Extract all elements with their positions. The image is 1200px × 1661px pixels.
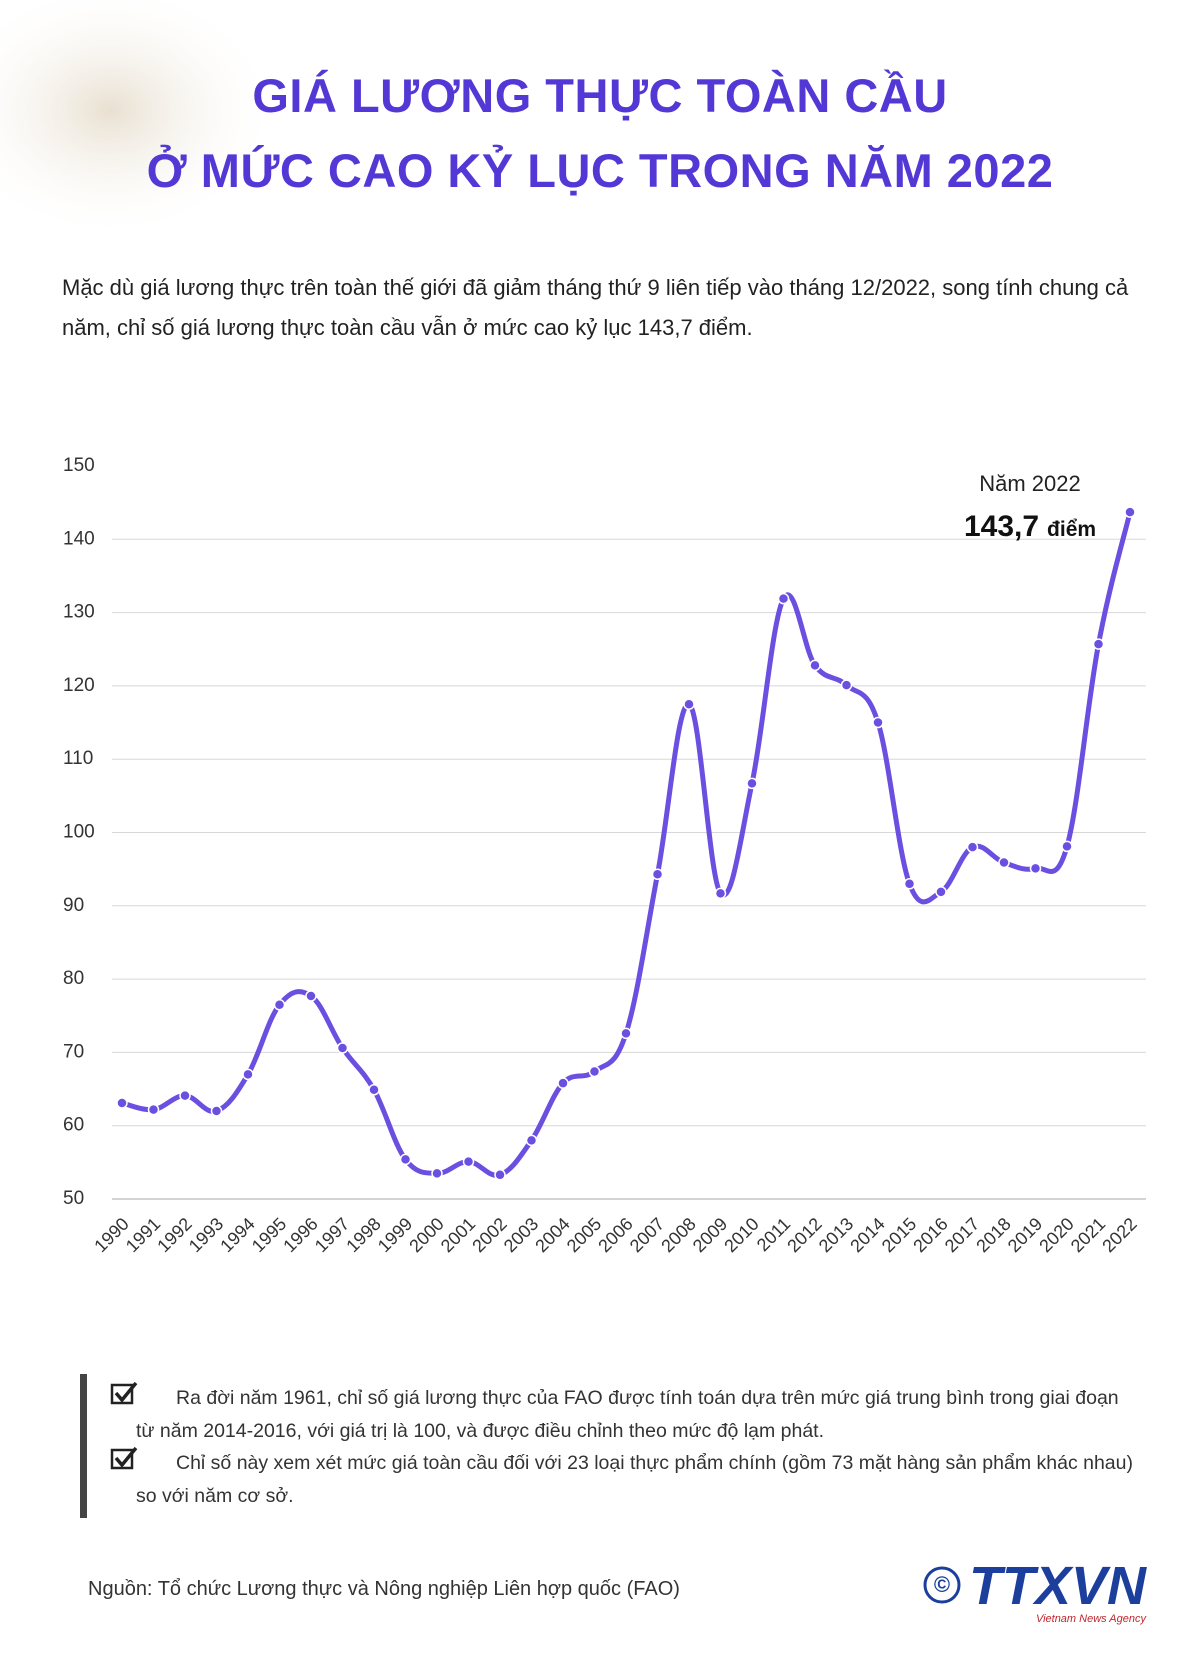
- y-tick-label: 130: [63, 602, 95, 623]
- data-point: [651, 868, 664, 881]
- title-line: GIÁ LƯƠNG THỰC TOÀN CẦU: [252, 69, 948, 122]
- note-bar: [80, 1374, 87, 1518]
- x-tick-label: 2020: [1035, 1214, 1077, 1256]
- x-tick-label: 2022: [1098, 1214, 1140, 1256]
- x-tick-label: 2013: [815, 1214, 857, 1256]
- data-point: [872, 716, 884, 729]
- data-point: [1124, 506, 1136, 518]
- data-point: [179, 1089, 191, 1102]
- data-point: [1092, 638, 1105, 650]
- check-icon: [110, 1446, 138, 1470]
- x-tick-label: 2001: [437, 1214, 479, 1256]
- x-tick-label: 2003: [500, 1214, 542, 1256]
- annotation-number: 143,7: [964, 510, 1039, 543]
- data-point: [714, 887, 727, 900]
- data-line: [119, 509, 1133, 1178]
- x-tick-label: 1991: [122, 1214, 164, 1256]
- data-point: [431, 1167, 443, 1180]
- data-point: [368, 1084, 380, 1096]
- data-point: [809, 659, 821, 672]
- title-line: Ở MỨC CAO KỶ LỤC TRONG NĂM 2022: [146, 144, 1054, 197]
- x-tick-label: 2017: [941, 1214, 983, 1256]
- annotation-title: Năm 2022: [979, 471, 1081, 496]
- x-tick-label: 2014: [846, 1214, 888, 1256]
- data-point: [746, 777, 758, 790]
- data-point: [998, 856, 1010, 869]
- logo: © TTXVN Vietnam News Agency: [923, 1556, 1148, 1625]
- data-point: [966, 841, 979, 853]
- intro-text: Mặc dù giá lương thực trên toàn thế giới…: [62, 275, 1129, 340]
- x-tick-label: 1999: [374, 1214, 416, 1256]
- note-text: Ra đời năm 1961, chỉ số giá lương thực c…: [136, 1387, 1119, 1442]
- logo-name: TTXVN: [969, 1556, 1147, 1616]
- data-point: [777, 592, 790, 605]
- x-tick-label: 2015: [878, 1214, 920, 1256]
- x-tick-label: 1996: [279, 1214, 321, 1256]
- y-tick-label: 80: [63, 968, 84, 989]
- data-point: [399, 1153, 412, 1166]
- data-point: [494, 1169, 506, 1181]
- x-tick-label: 2005: [563, 1214, 605, 1256]
- data-point: [525, 1134, 538, 1147]
- x-tick-label: 2012: [783, 1214, 825, 1256]
- data-point: [210, 1105, 223, 1117]
- data-point: [305, 990, 317, 1002]
- data-point: [147, 1103, 160, 1116]
- x-tick-label: 2004: [531, 1214, 573, 1256]
- x-tick-label: 1997: [311, 1214, 353, 1256]
- data-point: [336, 1042, 349, 1054]
- annotation-value: 143,7 điểm: [964, 510, 1096, 543]
- note-text: Chỉ số này xem xét mức giá toàn cầu đối …: [136, 1452, 1133, 1507]
- x-tick-label: 2018: [972, 1214, 1014, 1256]
- data-point: [620, 1027, 632, 1040]
- check-icon: [110, 1381, 138, 1405]
- data-point: [903, 878, 916, 890]
- x-tick-label: 2019: [1004, 1214, 1046, 1256]
- x-tick-label: 2002: [468, 1214, 510, 1256]
- x-tick-label: 2007: [626, 1214, 668, 1256]
- y-tick-label: 150: [63, 455, 95, 476]
- header-decoration: [0, 0, 280, 240]
- data-point: [840, 679, 853, 691]
- data-point: [273, 999, 286, 1011]
- x-tick-label: 1994: [216, 1214, 258, 1256]
- y-tick-label: 90: [63, 895, 84, 916]
- x-tick-label: 1990: [90, 1214, 132, 1256]
- x-tick-label: 1995: [248, 1214, 290, 1256]
- data-point: [242, 1068, 254, 1081]
- data-point: [116, 1097, 128, 1109]
- line-chart: 50 60 70 80 90 100 110 120 130 140 150 199019911992…: [63, 455, 1146, 1256]
- annotation-unit: điểm: [1047, 518, 1096, 541]
- y-tick-label: 70: [63, 1041, 84, 1062]
- data-point: [588, 1065, 601, 1078]
- data-point: [1029, 862, 1042, 875]
- x-tick-label: 1993: [185, 1214, 227, 1256]
- logo-tagline: Vietnam News Agency: [1036, 1613, 1148, 1625]
- x-tick-label: 2010: [720, 1214, 762, 1256]
- y-tick-label: 140: [63, 528, 95, 549]
- x-tick-label: 2011: [753, 1214, 795, 1256]
- x-tick-label: 1998: [342, 1214, 384, 1256]
- data-point: [683, 698, 695, 710]
- y-tick-label: 100: [63, 822, 95, 843]
- x-tick-label: 2016: [909, 1214, 951, 1256]
- x-tick-label: 2009: [689, 1214, 731, 1256]
- data-point: [557, 1077, 569, 1089]
- data-point: [1061, 840, 1073, 853]
- y-tick-label: 60: [63, 1115, 84, 1136]
- y-tick-label: 50: [63, 1188, 84, 1209]
- data-point: [935, 886, 947, 898]
- source: Nguồn: Tổ chức Lương thực và Nông nghiệp…: [88, 1578, 680, 1600]
- x-tick-label: 2000: [405, 1214, 447, 1256]
- x-tick-label: 1992: [153, 1214, 195, 1256]
- x-tick-label: 2006: [594, 1214, 636, 1256]
- x-tick-label: 2021: [1067, 1214, 1109, 1256]
- logo-symbol: ©: [934, 1572, 950, 1597]
- y-tick-label: 120: [63, 675, 95, 696]
- data-point: [462, 1155, 475, 1168]
- x-tick-label: 2008: [657, 1214, 699, 1256]
- y-tick-label: 110: [63, 748, 93, 769]
